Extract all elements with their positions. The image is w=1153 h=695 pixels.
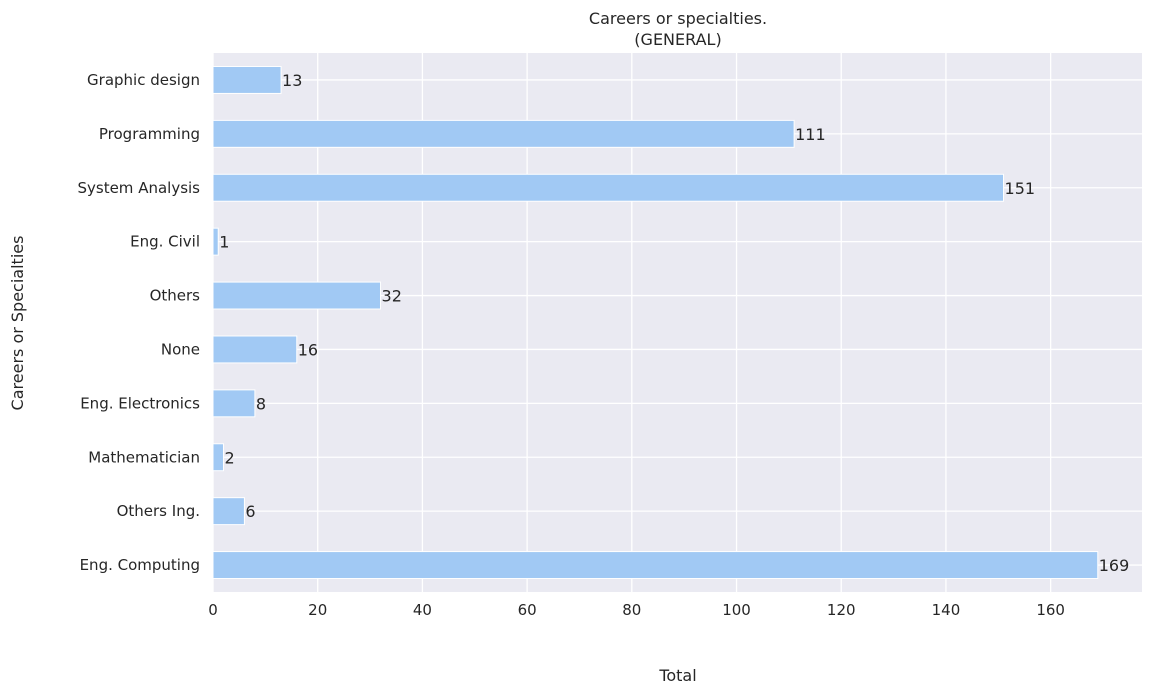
y-tick-label: Others Ing. xyxy=(117,502,200,520)
bar-value-label: 8 xyxy=(256,394,266,413)
bar-value-label: 151 xyxy=(1005,179,1036,198)
y-tick-label: Others xyxy=(150,287,201,305)
y-tick-label: Eng. Civil xyxy=(130,233,200,251)
x-tick-labels: 0 20 40 60 80 100 120 140 160 xyxy=(208,601,1065,619)
bar-value-label: 2 xyxy=(224,448,234,467)
y-axis-label: Careers or Specialties xyxy=(8,236,27,411)
y-tick-label: Eng. Electronics xyxy=(80,394,200,412)
bar-value-label: 111 xyxy=(795,125,826,144)
x-tick-label: 100 xyxy=(722,601,751,619)
x-tick-label: 60 xyxy=(518,601,537,619)
bar-value-label: 32 xyxy=(382,287,402,306)
x-tick-label: 40 xyxy=(413,601,432,619)
y-tick-label: System Analysis xyxy=(77,179,200,197)
x-axis-label: Total xyxy=(658,666,696,685)
x-tick-label: 0 xyxy=(208,601,218,619)
bar-value-label: 6 xyxy=(245,502,255,521)
x-tick-label: 20 xyxy=(308,601,327,619)
y-tick-label: Mathematician xyxy=(88,448,200,466)
chart-title: Careers or specialties. xyxy=(589,9,767,28)
bar-value-label: 16 xyxy=(298,340,318,359)
x-tick-label: 80 xyxy=(622,601,641,619)
bar xyxy=(212,389,256,418)
y-tick-labels: Graphic design Programming System Analysis… xyxy=(77,71,200,574)
bar-value-label: 13 xyxy=(282,71,302,90)
y-tick-label: Eng. Computing xyxy=(80,556,200,574)
bar xyxy=(212,173,1005,202)
y-tick-label: None xyxy=(161,340,200,358)
bar xyxy=(212,227,219,256)
bar xyxy=(212,335,298,364)
x-tick-label: 160 xyxy=(1036,601,1065,619)
bars xyxy=(212,65,1099,580)
y-tick-label: Graphic design xyxy=(87,71,200,89)
x-tick-label: 140 xyxy=(932,601,961,619)
x-tick-label: 120 xyxy=(827,601,856,619)
bar xyxy=(212,65,282,94)
bar xyxy=(212,119,795,148)
bar xyxy=(212,551,1099,580)
data-labels: 13 111 151 1 32 16 8 2 6 169 xyxy=(219,71,1129,575)
bar xyxy=(212,281,382,310)
chart-subtitle: (GENERAL) xyxy=(634,30,721,49)
bar-value-label: 169 xyxy=(1099,556,1130,575)
bar xyxy=(212,497,245,526)
bar-value-label: 1 xyxy=(219,233,229,252)
bar xyxy=(212,443,224,472)
y-tick-label: Programming xyxy=(99,125,200,143)
